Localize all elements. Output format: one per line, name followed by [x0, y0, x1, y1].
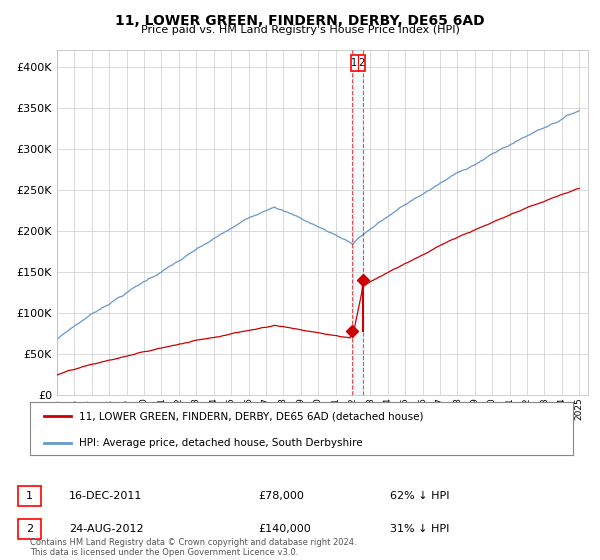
Text: 62% ↓ HPI: 62% ↓ HPI	[390, 491, 449, 501]
Text: 2: 2	[358, 58, 364, 68]
Bar	[352, 50, 363, 395]
Text: £78,000: £78,000	[258, 491, 304, 501]
Text: 16-DEC-2011: 16-DEC-2011	[69, 491, 142, 501]
Text: 1: 1	[351, 58, 358, 68]
Text: Price paid vs. HM Land Registry's House Price Index (HPI): Price paid vs. HM Land Registry's House …	[140, 25, 460, 35]
Text: 24-AUG-2012: 24-AUG-2012	[69, 524, 143, 534]
Text: 11, LOWER GREEN, FINDERN, DERBY, DE65 6AD (detached house): 11, LOWER GREEN, FINDERN, DERBY, DE65 6A…	[79, 412, 424, 422]
Text: 1: 1	[26, 491, 33, 501]
Text: 31% ↓ HPI: 31% ↓ HPI	[390, 524, 449, 534]
Bar	[351, 54, 365, 71]
Text: HPI: Average price, detached house, South Derbyshire: HPI: Average price, detached house, Sout…	[79, 438, 362, 448]
Text: Contains HM Land Registry data © Crown copyright and database right 2024.
This d: Contains HM Land Registry data © Crown c…	[30, 538, 356, 557]
Text: 2: 2	[26, 524, 33, 534]
Text: 11, LOWER GREEN, FINDERN, DERBY, DE65 6AD: 11, LOWER GREEN, FINDERN, DERBY, DE65 6A…	[115, 14, 485, 28]
Text: £140,000: £140,000	[258, 524, 311, 534]
